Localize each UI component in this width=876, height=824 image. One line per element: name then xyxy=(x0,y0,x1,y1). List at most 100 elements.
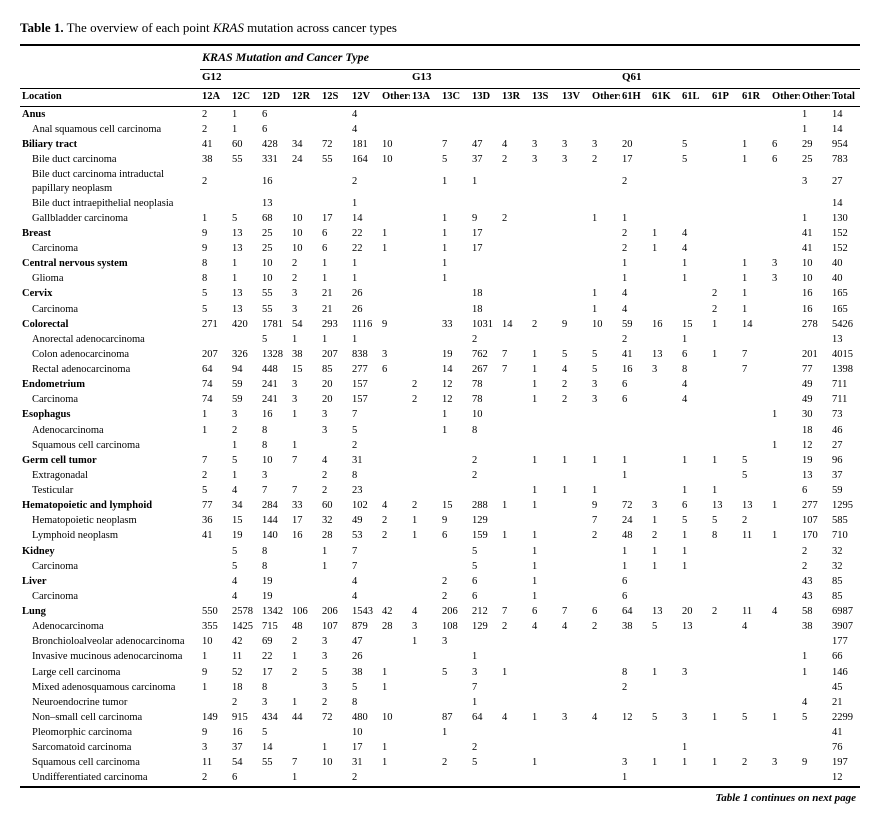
value-cell: 2 xyxy=(350,770,380,786)
value-cell: 12 xyxy=(440,377,470,392)
value-cell xyxy=(380,559,410,574)
value-cell xyxy=(650,106,680,122)
value-cell: 5 xyxy=(230,544,260,559)
value-cell xyxy=(380,302,410,317)
value-cell: 5 xyxy=(200,483,230,498)
value-cell xyxy=(440,483,470,498)
value-cell: 10 xyxy=(260,256,290,271)
value-cell xyxy=(380,407,410,422)
value-cell xyxy=(530,302,560,317)
location-cell: Kidney xyxy=(20,544,200,559)
location-cell: Carcinoma xyxy=(20,559,200,574)
value-cell xyxy=(530,423,560,438)
value-cell: 5 xyxy=(470,544,500,559)
table-row: Colon adenocarcinoma20732613283820783831… xyxy=(20,347,860,362)
value-cell: 14 xyxy=(260,740,290,755)
value-cell xyxy=(500,407,530,422)
value-cell: 3 xyxy=(320,423,350,438)
value-cell: 1 xyxy=(230,106,260,122)
value-cell: 77 xyxy=(200,498,230,513)
value-cell: 5 xyxy=(740,710,770,725)
value-cell: 2 xyxy=(410,392,440,407)
column-header: 61L xyxy=(680,88,710,106)
value-cell: 1 xyxy=(290,407,320,422)
location-cell: Neuroendocrine tumor xyxy=(20,695,200,710)
value-cell xyxy=(740,106,770,122)
value-cell: 448 xyxy=(260,362,290,377)
value-cell: 1 xyxy=(530,347,560,362)
value-cell xyxy=(680,211,710,226)
value-cell: 8 xyxy=(620,665,650,680)
value-cell: 11 xyxy=(230,649,260,664)
value-cell: 1 xyxy=(230,271,260,286)
value-cell: 1 xyxy=(620,468,650,483)
value-cell: 7 xyxy=(740,362,770,377)
value-cell: 129 xyxy=(470,619,500,634)
value-cell xyxy=(590,226,620,241)
value-cell xyxy=(560,271,590,286)
value-cell: 6 xyxy=(680,347,710,362)
value-cell: 129 xyxy=(470,513,500,528)
value-cell: 46 xyxy=(830,423,860,438)
value-cell: 19 xyxy=(260,589,290,604)
value-cell: 16 xyxy=(260,167,290,195)
value-cell: 144 xyxy=(260,513,290,528)
value-cell xyxy=(770,740,800,755)
value-cell: 550 xyxy=(200,604,230,619)
value-cell: 1 xyxy=(590,483,620,498)
value-cell xyxy=(200,695,230,710)
value-cell: 6 xyxy=(680,498,710,513)
location-cell: Adenocarcinoma xyxy=(20,619,200,634)
value-cell xyxy=(290,544,320,559)
value-cell xyxy=(410,544,440,559)
value-cell: 2 xyxy=(470,453,500,468)
value-cell xyxy=(620,695,650,710)
value-cell: 1 xyxy=(620,453,650,468)
value-cell: 3 xyxy=(590,392,620,407)
table-row: Germ cell tumor75107431211111151996 xyxy=(20,453,860,468)
value-cell: 40 xyxy=(830,271,860,286)
value-cell: 1 xyxy=(680,544,710,559)
value-cell xyxy=(200,196,230,211)
value-cell: 1 xyxy=(320,332,350,347)
value-cell: 1 xyxy=(410,528,440,543)
value-cell xyxy=(650,483,680,498)
value-cell: 28 xyxy=(380,619,410,634)
value-cell xyxy=(650,438,680,453)
column-header: 12C xyxy=(230,88,260,106)
value-cell xyxy=(560,211,590,226)
value-cell xyxy=(740,407,770,422)
value-cell xyxy=(530,196,560,211)
value-cell xyxy=(650,680,680,695)
value-cell: 1 xyxy=(740,286,770,301)
value-cell: 106 xyxy=(290,604,320,619)
kras-table: KRAS Mutation and Cancer Type G12 G13 Q6… xyxy=(20,44,860,788)
value-cell xyxy=(560,438,590,453)
value-cell xyxy=(470,725,500,740)
value-cell: 9 xyxy=(200,226,230,241)
value-cell: 107 xyxy=(320,619,350,634)
value-cell xyxy=(710,589,740,604)
value-cell xyxy=(320,122,350,137)
value-cell: 9 xyxy=(800,755,830,770)
value-cell: 1031 xyxy=(470,317,500,332)
value-cell xyxy=(500,649,530,664)
value-cell: 13 xyxy=(740,498,770,513)
value-cell xyxy=(380,544,410,559)
value-cell: 2 xyxy=(230,423,260,438)
value-cell: 55 xyxy=(230,152,260,167)
value-cell xyxy=(500,680,530,695)
value-cell: 6 xyxy=(260,122,290,137)
value-cell: 1 xyxy=(440,423,470,438)
value-cell: 4 xyxy=(680,241,710,256)
value-cell: 72 xyxy=(620,498,650,513)
column-header: 12S xyxy=(320,88,350,106)
value-cell: 9 xyxy=(590,498,620,513)
value-cell: 6 xyxy=(770,137,800,152)
column-header: Others xyxy=(770,88,800,106)
value-cell: 14 xyxy=(740,317,770,332)
location-cell: Squamous cell carcinoma xyxy=(20,755,200,770)
value-cell xyxy=(770,725,800,740)
value-cell xyxy=(500,634,530,649)
value-cell xyxy=(380,589,410,604)
